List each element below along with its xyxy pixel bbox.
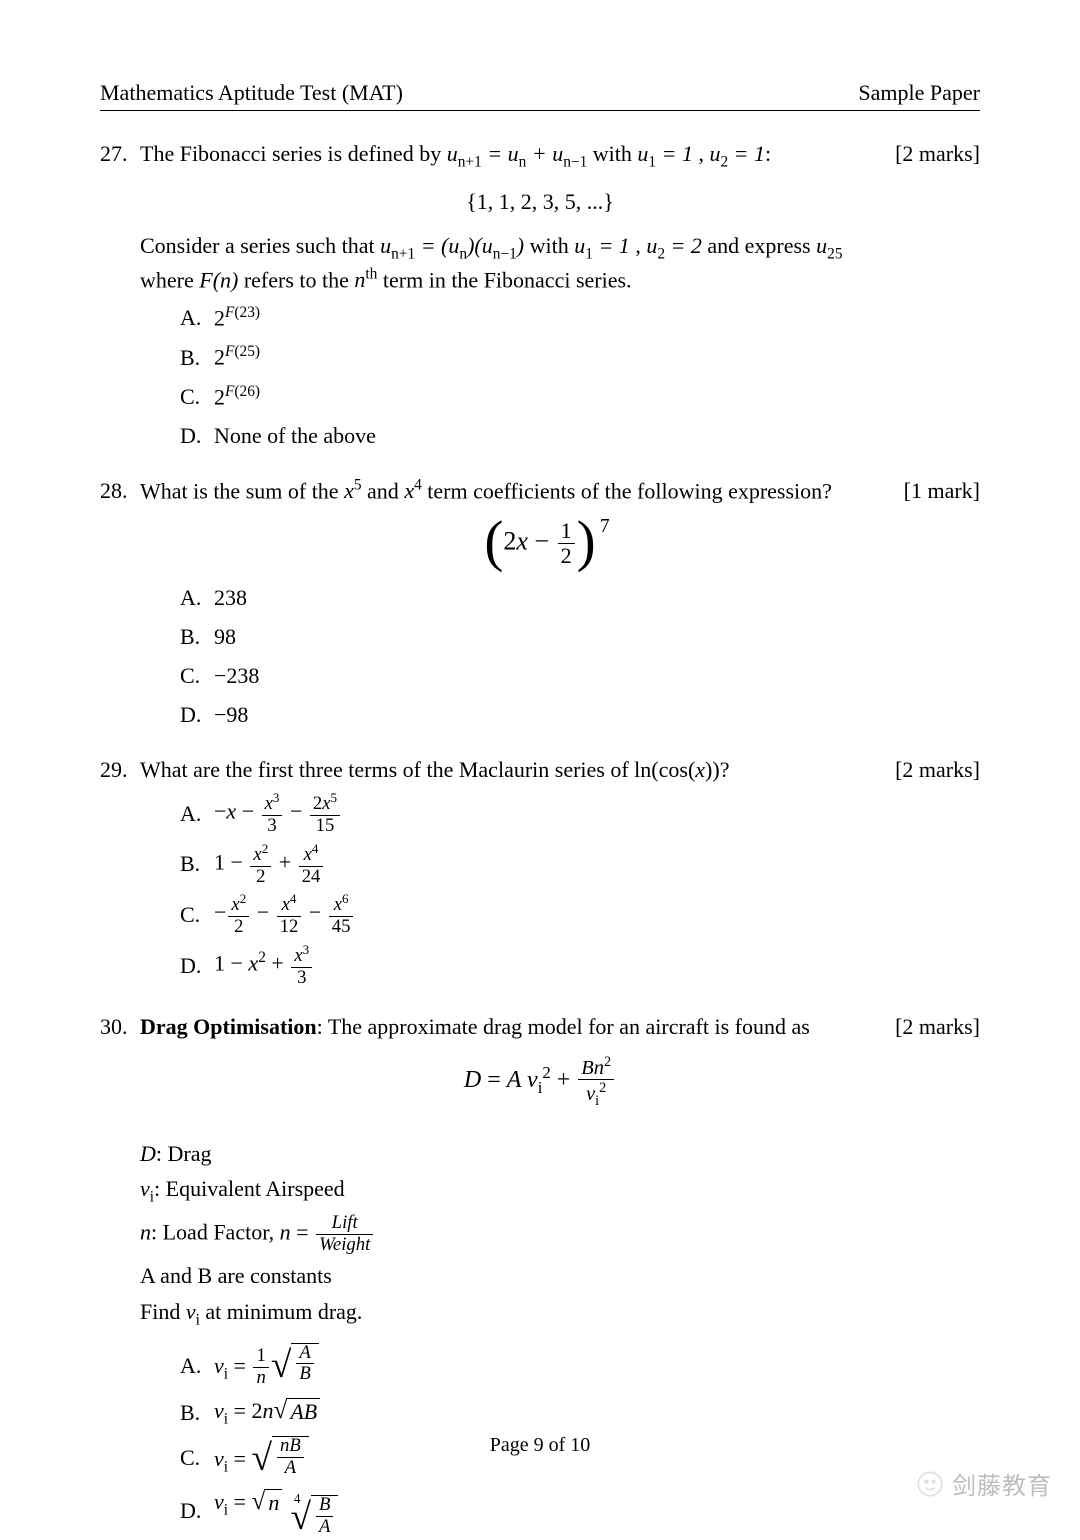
- q27-marks: [2 marks]: [870, 139, 980, 169]
- q30-formula: D = A vi2 + Bn2vi2: [100, 1055, 980, 1108]
- q27-number: 27.: [100, 139, 140, 169]
- q28-number: 28.: [100, 476, 140, 506]
- q30-def-n: n: Load Factor, n = LiftWeight: [140, 1214, 870, 1254]
- q29-choice-b: B.1 − x22 + x424: [180, 842, 980, 887]
- header-left: Mathematics Aptitude Test (MAT): [100, 80, 403, 106]
- q29-marks: [2 marks]: [870, 755, 980, 785]
- q27-choice-c: C.2F(26): [180, 380, 980, 413]
- watermark-text: 剑藤教育: [952, 1466, 1052, 1501]
- header-right: Sample Paper: [858, 80, 980, 106]
- question-28: 28. What is the sum of the x5 and x4 ter…: [100, 476, 980, 731]
- q27-choice-b: B.2F(25): [180, 340, 980, 373]
- q30-find: Find vi at minimum drag.: [140, 1297, 870, 1331]
- watermark-icon: [916, 1470, 944, 1498]
- q29-choice-a: A.−x − x33 − 2x515: [180, 791, 980, 836]
- q30-def-vi: vi: Equivalent Airspeed: [140, 1174, 870, 1208]
- question-30: 30. Drag Optimisation: The approximate d…: [100, 1012, 980, 1537]
- exam-page: Mathematics Aptitude Test (MAT) Sample P…: [0, 0, 1080, 1527]
- q28-choices: A.238 B.98 C.−238 D.−98: [180, 581, 980, 731]
- q30-choice-a: A.vi = 1n√AB: [180, 1343, 980, 1388]
- page-header: Mathematics Aptitude Test (MAT) Sample P…: [100, 80, 980, 111]
- question-29: 29. What are the first three terms of th…: [100, 755, 980, 987]
- q27-choice-a: A.2F(23): [180, 301, 980, 334]
- q28-choice-d: D.−98: [180, 698, 980, 731]
- q30-marks: [2 marks]: [870, 1012, 980, 1042]
- q30-def-D: D: Drag: [140, 1139, 870, 1169]
- q29-number: 29.: [100, 755, 140, 785]
- q27-choice-d: D.None of the above: [180, 419, 980, 452]
- q28-choice-c: C.−238: [180, 659, 980, 692]
- q28-marks: [1 mark]: [870, 476, 980, 506]
- page-footer: Page 9 of 10: [0, 1434, 1080, 1457]
- q29-choices: A.−x − x33 − 2x515 B.1 − x22 + x424 C.−x…: [180, 791, 980, 988]
- q30-defs: D: Drag vi: Equivalent Airspeed n: Load …: [140, 1133, 870, 1337]
- q30-number: 30.: [100, 1012, 140, 1042]
- q28-choice-b: B.98: [180, 620, 980, 653]
- q28-text: What is the sum of the x5 and x4 term co…: [140, 476, 870, 506]
- q28-choice-a: A.238: [180, 581, 980, 614]
- q27-text2: Consider a series such that un+1 = (un)(…: [140, 231, 870, 295]
- q27-series: {1, 1, 2, 3, 5, ...}: [100, 187, 980, 217]
- q30-choice-b: B.vi = 2n√AB: [180, 1394, 980, 1431]
- q30-def-AB: A and B are constants: [140, 1261, 870, 1291]
- q30-choice-d: D.vi = √n 4√BA: [180, 1485, 980, 1536]
- q27-text1: The Fibonacci series is defined by un+1 …: [140, 139, 870, 173]
- q30-text: Drag Optimisation: The approximate drag …: [140, 1012, 870, 1042]
- q28-expression: (2x − 12)7: [100, 520, 980, 567]
- watermark: 剑藤教育: [916, 1466, 1052, 1501]
- q29-choice-c: C.−x22 − x412 − x645: [180, 892, 980, 937]
- q27-choices: A.2F(23) B.2F(25) C.2F(26) D.None of the…: [180, 301, 980, 452]
- q29-choice-d: D.1 − x2 + x33: [180, 943, 980, 988]
- q29-text: What are the first three terms of the Ma…: [140, 755, 870, 785]
- question-27: 27. The Fibonacci series is defined by u…: [100, 139, 980, 452]
